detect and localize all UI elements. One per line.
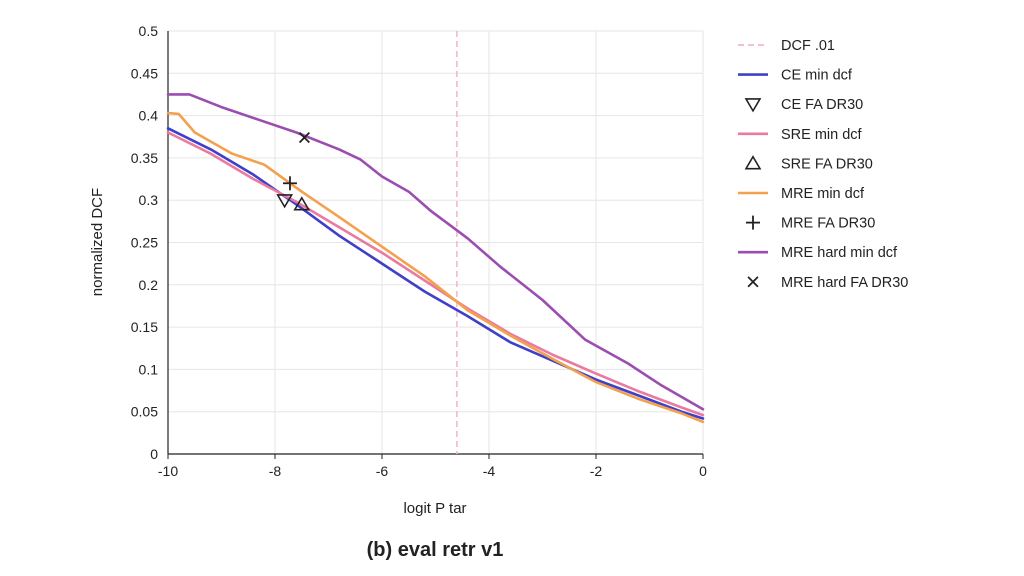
legend-label: CE min dcf [781, 68, 853, 84]
legend-label: SRE min dcf [781, 127, 863, 143]
legend-swatch [746, 215, 760, 230]
marker-mre-fa-dr30 [282, 176, 297, 191]
y-tick-label: 0.1 [139, 361, 159, 377]
legend: DCF .01 CE min dcf CE FA DR30 SRE min dcf SR… [738, 38, 908, 291]
legend-swatch [744, 155, 762, 170]
legend-item-sre-fa-dr30: SRE FA DR30 [744, 155, 873, 172]
marker-ce-fa-dr30 [276, 194, 294, 209]
y-tick-label: 0.5 [139, 23, 159, 39]
grid [168, 30, 704, 454]
x-tick-label: -4 [483, 463, 496, 479]
chart-caption: (b) eval retr v1 [367, 539, 504, 561]
legend-swatch [744, 98, 762, 113]
y-tick-label: 0.15 [131, 319, 158, 335]
y-axis-label: normalized DCF [89, 188, 106, 296]
legend-label: DCF .01 [781, 38, 835, 54]
series-line-ce-min-dcf [166, 127, 705, 420]
marker-mre-hard-fa-dr30 [298, 132, 310, 144]
series-line-sre-min-dcf [166, 131, 705, 417]
y-tick-label: 0.35 [131, 150, 158, 166]
legend-swatch [747, 276, 759, 288]
x-tick-label: -2 [590, 463, 603, 479]
legend-item-ce-fa-dr30: CE FA DR30 [744, 97, 863, 113]
y-tick-label: 0 [150, 446, 158, 462]
legend-label: MRE hard FA DR30 [781, 275, 908, 291]
legend-item-mre-hard-min-dcf: MRE hard min dcf [738, 245, 898, 261]
x-tick-label: -8 [269, 463, 282, 479]
legend-label: MRE min dcf [781, 186, 865, 202]
series-line-mre-min-dcf [166, 111, 705, 424]
y-tick-label: 0.05 [131, 404, 158, 420]
y-tick-label: 0.3 [139, 192, 159, 208]
y-tick-label: 0.2 [139, 277, 159, 293]
marker-layer [276, 132, 311, 211]
legend-item-sre-min-dcf: SRE min dcf [738, 127, 863, 143]
axes [167, 31, 704, 459]
series-layer [166, 93, 705, 424]
legend-label: MRE FA DR30 [781, 216, 875, 232]
tick-labels: 0 0.05 0.1 0.15 0.2 0.25 0.3 0.35 0.4 0.45 0.5 -10 -… [131, 23, 707, 479]
legend-item-mre-hard-fa-dr30: MRE hard FA DR30 [747, 275, 908, 291]
y-tick-label: 0.45 [131, 65, 158, 81]
legend-item-ce-min-dcf: CE min dcf [738, 68, 853, 84]
legend-label: CE FA DR30 [781, 97, 863, 113]
series-line-mre-hard-min-dcf [166, 93, 705, 411]
x-tick-label: -6 [376, 463, 389, 479]
legend-item-mre-fa-dr30: MRE FA DR30 [746, 215, 875, 232]
x-axis-label: logit P tar [403, 500, 466, 517]
marker-sre-fa-dr30 [293, 196, 311, 211]
y-tick-label: 0.4 [139, 108, 159, 124]
x-tick-label: -10 [158, 463, 178, 479]
legend-label: SRE FA DR30 [781, 156, 873, 172]
x-tick-label: 0 [699, 463, 707, 479]
legend-item-mre-min-dcf: MRE min dcf [738, 186, 865, 202]
y-tick-label: 0.25 [131, 235, 158, 251]
legend-label: MRE hard min dcf [781, 245, 898, 261]
legend-item-dcf-01: DCF .01 [738, 38, 835, 54]
